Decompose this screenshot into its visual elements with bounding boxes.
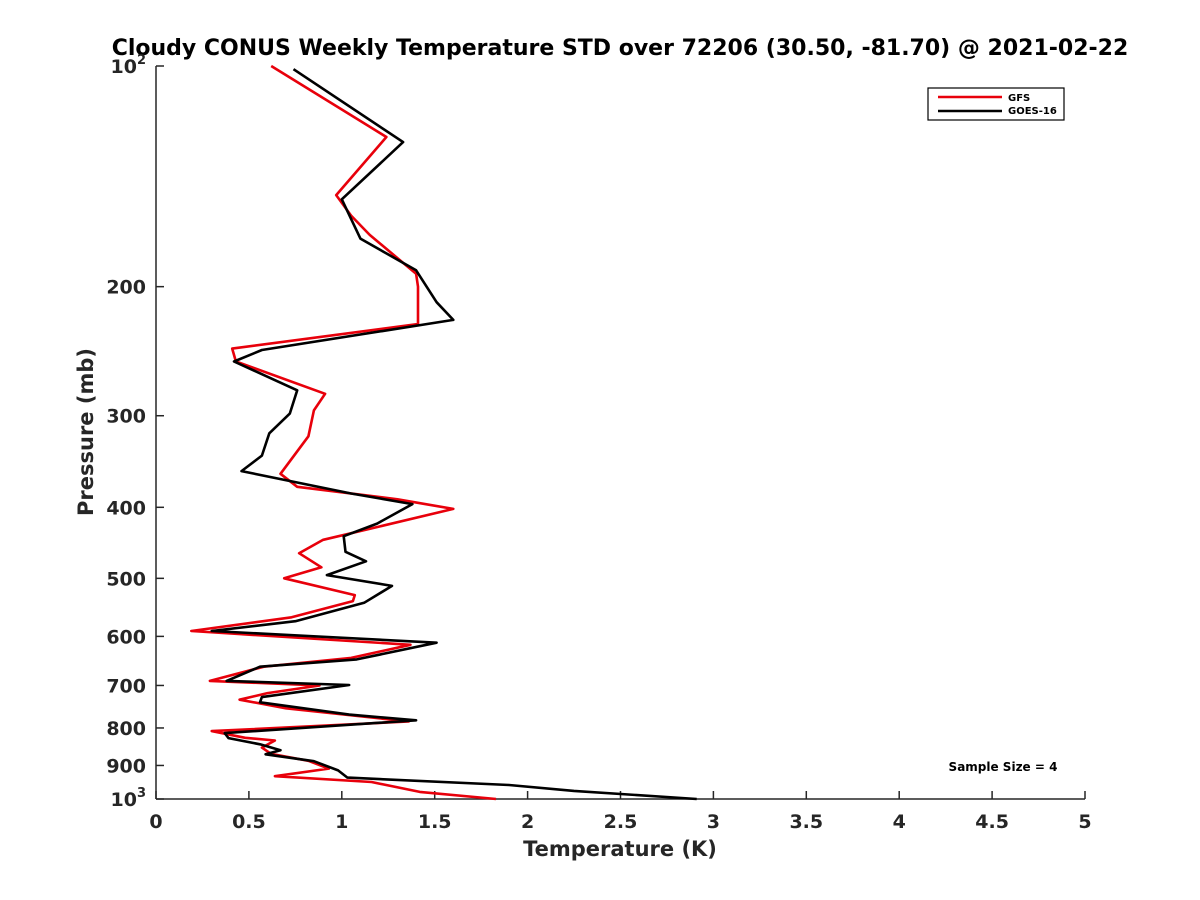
sample-size-annotation: Sample Size = 4: [949, 760, 1058, 774]
x-tick-label: 1.5: [418, 811, 452, 833]
legend-label-goes16: GOES-16: [1008, 106, 1057, 117]
x-ticks: 0 0.5 1 1.5 2 2.5 3 3.5 4 4.5 5: [149, 791, 1092, 833]
y-tick-label-base: 10: [111, 56, 137, 78]
y-tick-label-base: 500: [106, 568, 146, 590]
series-line-goes-16: [210, 68, 697, 801]
y-tick-label: 700: [106, 675, 146, 697]
x-tick-label: 0.5: [232, 811, 266, 833]
legend-label-gfs: GFS: [1008, 93, 1030, 104]
x-tick-label: 4.5: [975, 811, 1009, 833]
x-tick-label: 5: [1078, 811, 1091, 833]
y-tick-label-base: 300: [106, 406, 146, 428]
y-tick-label-base: 900: [106, 755, 146, 777]
y-tick-label: 400: [106, 497, 146, 519]
legend: GFS GOES-16: [927, 87, 1065, 121]
legend-box: [927, 87, 1065, 121]
x-axis-label: Temperature (K): [523, 837, 717, 861]
y-tick-label-base: 800: [106, 718, 146, 740]
y-tick-label-base: 700: [106, 675, 146, 697]
x-tick-label: 2.5: [604, 811, 638, 833]
y-tick-label-base: 600: [106, 626, 146, 648]
x-tick-label: 1: [335, 811, 348, 833]
y-tick-label: 800: [106, 718, 146, 740]
series-line-gfs: [190, 64, 497, 801]
y-tick-label: 200: [106, 277, 146, 299]
y-tick-label: 500: [106, 568, 146, 590]
x-tick-label: 0: [149, 811, 162, 833]
y-axis-label: Pressure (mb): [74, 348, 98, 516]
y-tick-label-base: 400: [106, 497, 146, 519]
y-tick-exponent: 2: [137, 53, 146, 68]
x-tick-label: 2: [521, 811, 534, 833]
y-tick-label: 103: [111, 786, 147, 811]
y-tick-exponent: 3: [137, 786, 146, 801]
y-tick-label: 600: [106, 626, 146, 648]
y-tick-label: 900: [106, 755, 146, 777]
y-tick-label: 102: [111, 53, 147, 78]
y-tick-label-base: 200: [106, 277, 146, 299]
series-layer: [190, 64, 697, 801]
chart-title: Cloudy CONUS Weekly Temperature STD over…: [112, 36, 1129, 61]
x-tick-label: 3.5: [789, 811, 823, 833]
y-tick-label: 300: [106, 406, 146, 428]
x-tick-label: 4: [893, 811, 906, 833]
x-tick-label: 3: [707, 811, 720, 833]
y-tick-label-base: 10: [111, 789, 137, 811]
